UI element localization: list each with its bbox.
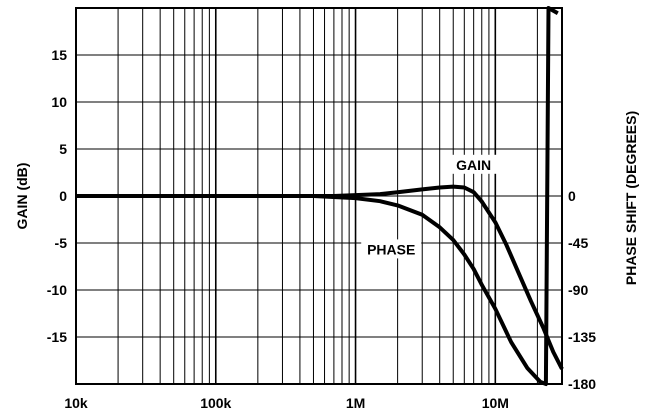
y-right-tick-label: -45	[568, 235, 588, 251]
x-tick-labels: 10k 100k 1M 10M	[64, 395, 509, 411]
y-left-tick-label: 15	[51, 47, 67, 63]
y-right-tick-label: -135	[568, 329, 596, 345]
annotation-gain-label: GAIN	[456, 157, 491, 173]
y-right-tick-labels: 0 -45 -90 -135 -180	[568, 188, 596, 392]
y-left-tick-labels: 15 10 5 0 -5 -10 -15	[47, 47, 67, 345]
series-gain-line	[76, 184, 564, 370]
y-right-tick-label: -180	[568, 376, 596, 392]
y-right-tick-label: -90	[568, 282, 588, 298]
annotation-phase-label: PHASE	[367, 241, 415, 257]
y-left-tick-label: 5	[59, 141, 67, 157]
x-tick-label: 10k	[64, 395, 88, 411]
x-tick-label: 1M	[346, 395, 365, 411]
y-left-tick-label: -10	[47, 282, 67, 298]
y-left-tick-label: -5	[55, 235, 68, 251]
annotation-bg	[361, 239, 422, 259]
y-axis-left-label: GAIN (dB)	[14, 163, 30, 230]
annotations: GAIN PHASE	[361, 154, 499, 259]
y-axis-right-label: PHASE SHIFT (DEGREES)	[623, 111, 639, 285]
x-tick-label: 10M	[482, 395, 509, 411]
x-tick-label: 100k	[200, 395, 231, 411]
y-left-tick-label: -15	[47, 329, 67, 345]
series-group	[76, 6, 564, 386]
y-left-tick-label: 0	[59, 188, 67, 204]
y-left-tick-label: 10	[51, 94, 67, 110]
annotation-bg	[448, 154, 499, 174]
y-right-tick-label: 0	[568, 188, 576, 204]
series-phase-line	[76, 6, 559, 386]
